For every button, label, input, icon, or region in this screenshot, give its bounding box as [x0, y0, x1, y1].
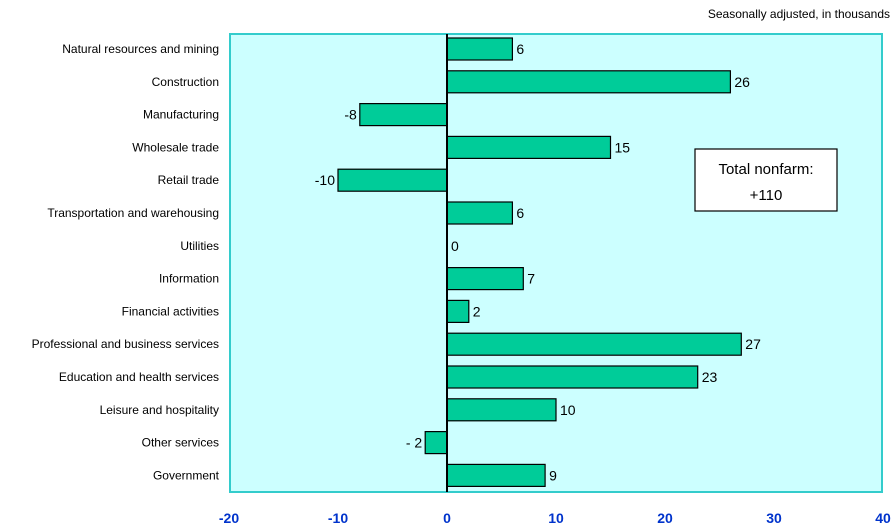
- category-label: Professional and business services: [32, 337, 219, 351]
- category-label: Leisure and hospitality: [100, 403, 219, 417]
- bar: [337, 168, 448, 192]
- category-label: Wholesale trade: [132, 140, 219, 154]
- total-nonfarm-value: +110: [750, 187, 783, 204]
- bar: [446, 332, 742, 356]
- value-label: -10: [315, 172, 335, 188]
- value-label: 2: [473, 303, 481, 319]
- value-label: 26: [734, 74, 750, 90]
- labels-group: Natural resources and mining 6 Constructio…: [32, 41, 762, 483]
- category-label: Transportation and warehousing: [47, 206, 219, 220]
- x-tick-labels: -20 -10 0 10 20 30 40: [219, 510, 891, 526]
- value-label: 0: [451, 238, 459, 254]
- total-nonfarm-box: Total nonfarm: +110: [694, 148, 838, 212]
- bar: [359, 102, 448, 127]
- category-label: Other services: [142, 436, 219, 450]
- chart-subtitle: Seasonally adjusted, in thousands: [708, 7, 890, 21]
- value-label: 15: [615, 139, 631, 155]
- bar: [446, 365, 699, 389]
- category-label: Government: [153, 468, 220, 482]
- category-label: Retail trade: [158, 173, 220, 187]
- category-label: Manufacturing: [143, 108, 219, 122]
- value-label: 6: [516, 205, 524, 221]
- x-tick-label: 0: [443, 510, 451, 526]
- category-label: Information: [159, 272, 219, 286]
- value-label: 23: [702, 369, 718, 385]
- bar: [446, 299, 470, 323]
- plot-area: [229, 33, 883, 493]
- category-label: Natural resources and mining: [62, 42, 219, 56]
- bar: [446, 398, 557, 422]
- value-label: -8: [344, 107, 357, 123]
- x-tick-label: -10: [328, 510, 348, 526]
- bar: [446, 463, 546, 487]
- value-label: 9: [549, 467, 557, 483]
- bar: [446, 201, 514, 225]
- bar: [446, 37, 514, 61]
- x-tick-label: 20: [657, 510, 673, 526]
- category-label: Construction: [152, 75, 219, 89]
- value-label: 27: [745, 336, 761, 352]
- category-label: Education and health services: [59, 370, 219, 384]
- bar: [424, 431, 448, 455]
- bar: [446, 70, 731, 94]
- value-label: 6: [516, 41, 524, 57]
- category-label: Financial activities: [122, 304, 219, 318]
- value-label: - 2: [406, 435, 423, 451]
- x-tick-label: 30: [766, 510, 782, 526]
- total-nonfarm-label: Total nonfarm:: [718, 161, 813, 178]
- value-label: 10: [560, 402, 576, 418]
- bar: [446, 135, 612, 159]
- x-tick-label: 10: [548, 510, 564, 526]
- value-label: 7: [527, 271, 535, 287]
- category-label: Utilities: [180, 239, 219, 253]
- bar: [446, 267, 524, 291]
- total-nonfarm-frame: [694, 148, 838, 212]
- x-tick-label: -20: [219, 510, 239, 526]
- x-tick-label: 40: [875, 510, 891, 526]
